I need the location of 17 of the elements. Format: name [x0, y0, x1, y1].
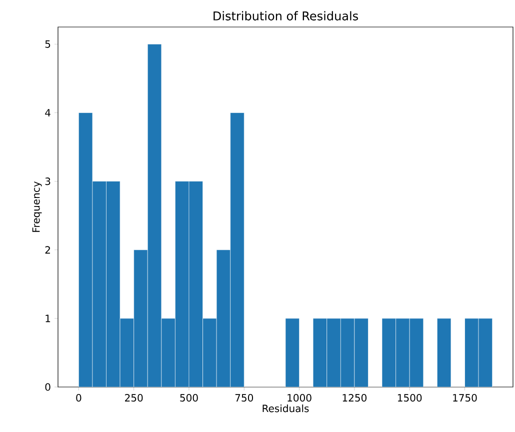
y-tick-label: 4 [45, 109, 50, 116]
y-tick-label: 0 [45, 383, 50, 391]
y-tick-label: 5 [45, 40, 50, 48]
x-tick-label: 1250 [342, 394, 367, 402]
x-tick-label: 750 [235, 394, 254, 402]
y-axis-title: Frequency [32, 181, 42, 232]
x-tick-label: 500 [180, 394, 198, 402]
y-tick-label: 2 [45, 246, 50, 254]
x-tick-label: 0 [76, 394, 82, 402]
y-tick-label: 3 [45, 177, 50, 186]
y-tick-label: 1 [46, 314, 50, 322]
x-tick-label: 1000 [288, 394, 312, 402]
x-tick-label: 1750 [453, 394, 477, 402]
x-axis-title: Residuals [262, 404, 309, 412]
chart-title: Distribution of Residuals [214, 11, 358, 20]
x-tick-label: 1500 [398, 394, 422, 402]
x-tick-label: 250 [125, 394, 143, 402]
